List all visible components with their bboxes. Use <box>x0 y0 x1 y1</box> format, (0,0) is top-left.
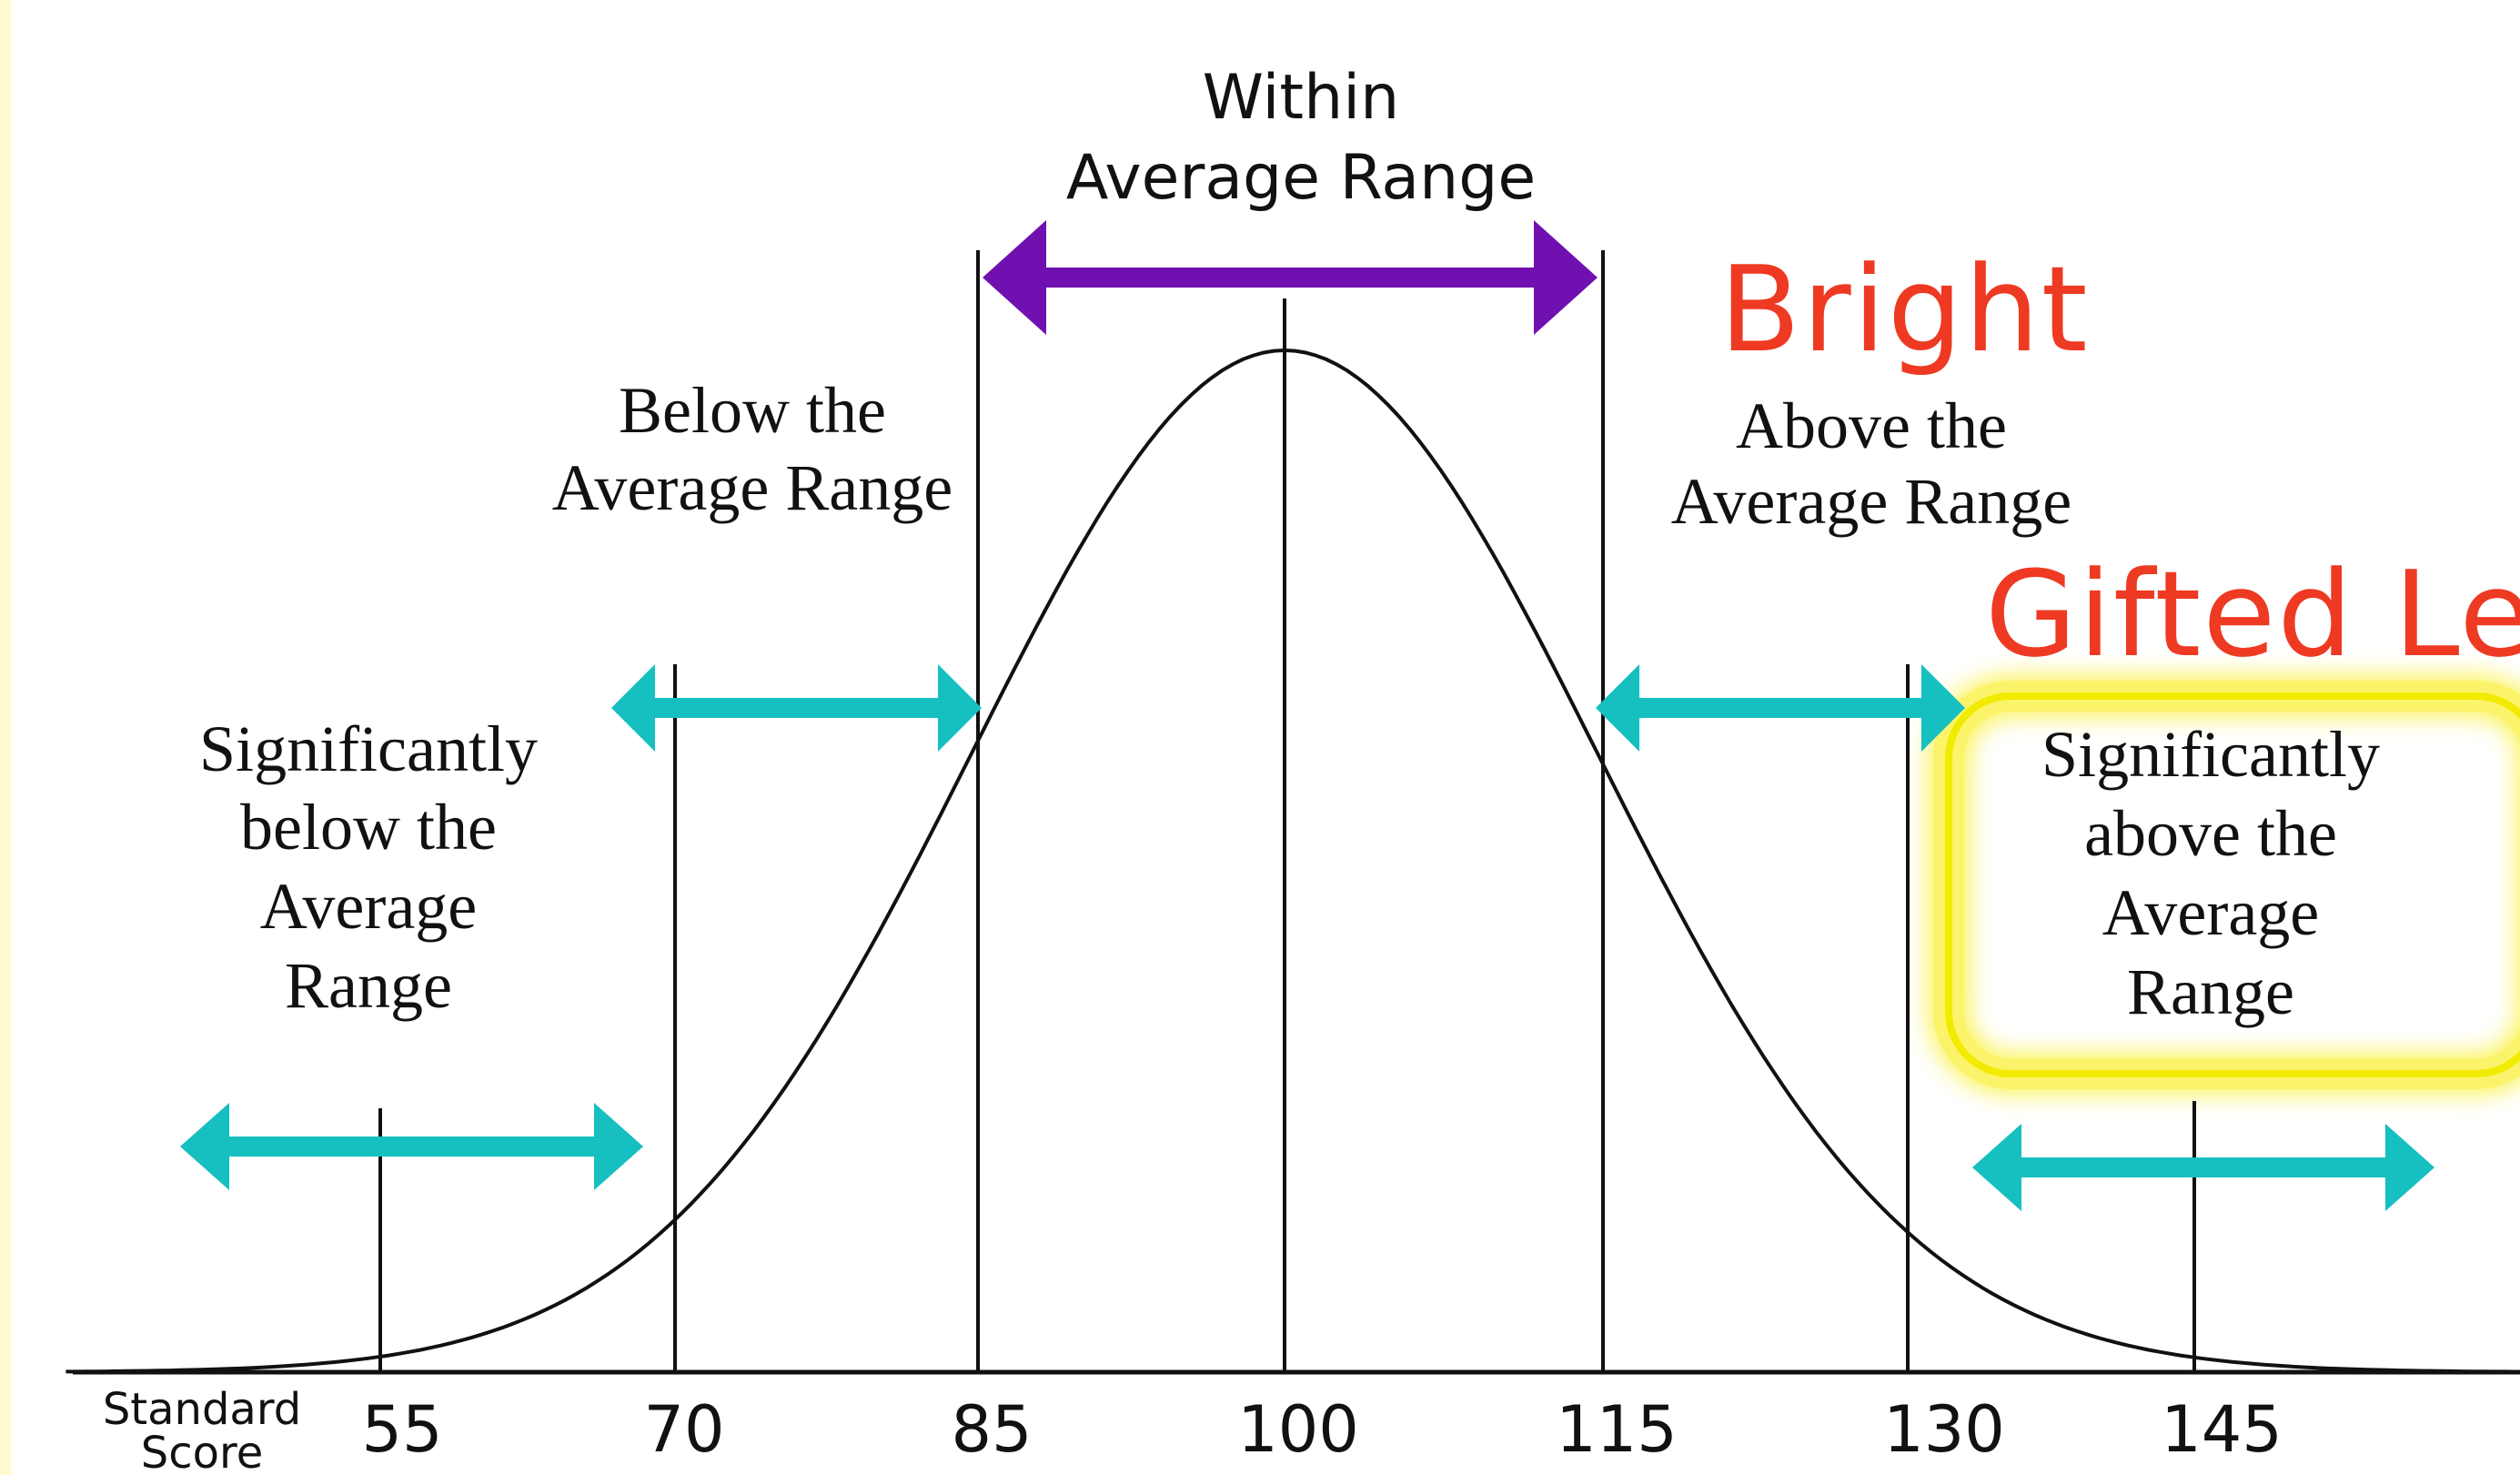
axis-tick-labels: 55 70 85 100 115 130 145 <box>361 1392 2282 1467</box>
highlight-box <box>1945 692 2520 1077</box>
bell-curve-diagram: Within Average Range Below the Average R… <box>66 62 2520 1475</box>
axis-caption-line2: Score <box>141 1428 263 1475</box>
axis-caption-line1: Standard <box>103 1384 301 1435</box>
sig-above-label-line4: Range <box>2127 955 2294 1028</box>
bell-curve <box>66 348 2515 1374</box>
below-range-arrow <box>611 664 982 752</box>
tick-label-145: 145 <box>2161 1392 2283 1467</box>
below-label-line2: Average Range <box>552 451 953 524</box>
sig-above-label-line1: Significantly <box>2041 718 2380 791</box>
within-label-line1: Within <box>1203 62 1399 134</box>
sig-below-label-line4: Range <box>285 949 452 1022</box>
tick-label-100: 100 <box>1237 1392 1359 1467</box>
diagram-canvas: Within Average Range Below the Average R… <box>11 0 2520 1475</box>
sig-below-label-line2: below the <box>240 791 497 864</box>
sig-above-label-line3: Average <box>2102 876 2320 949</box>
tick-label-85: 85 <box>951 1392 1032 1467</box>
sig-below-label-line1: Significantly <box>199 712 538 785</box>
tick-label-130: 130 <box>1883 1392 2005 1467</box>
tick-label-55: 55 <box>361 1392 442 1467</box>
tick-label-115: 115 <box>1556 1392 1678 1467</box>
sig-below-range-arrow <box>180 1103 643 1190</box>
sig-above-label-line2: above the <box>2084 797 2337 870</box>
tick-label-70: 70 <box>643 1392 724 1467</box>
gifted-annotation: Gifted Lea <box>1985 545 2520 683</box>
within-range-arrow <box>983 220 1598 335</box>
sig-above-range-arrow <box>1972 1124 2434 1211</box>
below-label-line1: Below the <box>619 374 886 447</box>
above-label-line2: Average Range <box>1671 465 2071 538</box>
above-label-line1: Above the <box>1736 389 2007 462</box>
sig-below-label-line3: Average <box>260 870 478 943</box>
bright-annotation: Bright <box>1719 240 2090 379</box>
within-label-line2: Average Range <box>1066 142 1536 214</box>
above-range-arrow <box>1596 664 1965 752</box>
